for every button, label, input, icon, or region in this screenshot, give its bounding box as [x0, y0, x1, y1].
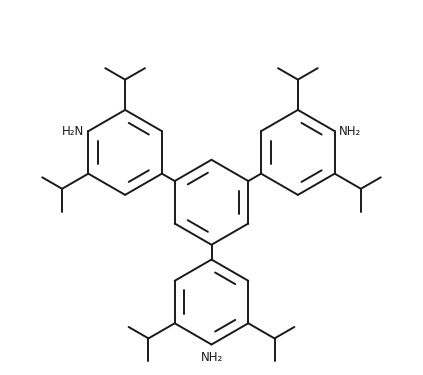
Text: NH₂: NH₂ [201, 351, 222, 364]
Text: H₂N: H₂N [62, 124, 84, 138]
Text: NH₂: NH₂ [339, 124, 361, 138]
